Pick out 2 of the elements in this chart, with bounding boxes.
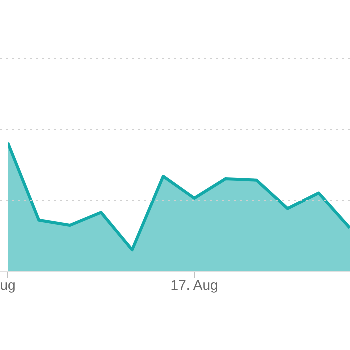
x-tick-label: 17. Aug <box>170 276 218 293</box>
x-tick-label: ug <box>0 276 16 293</box>
